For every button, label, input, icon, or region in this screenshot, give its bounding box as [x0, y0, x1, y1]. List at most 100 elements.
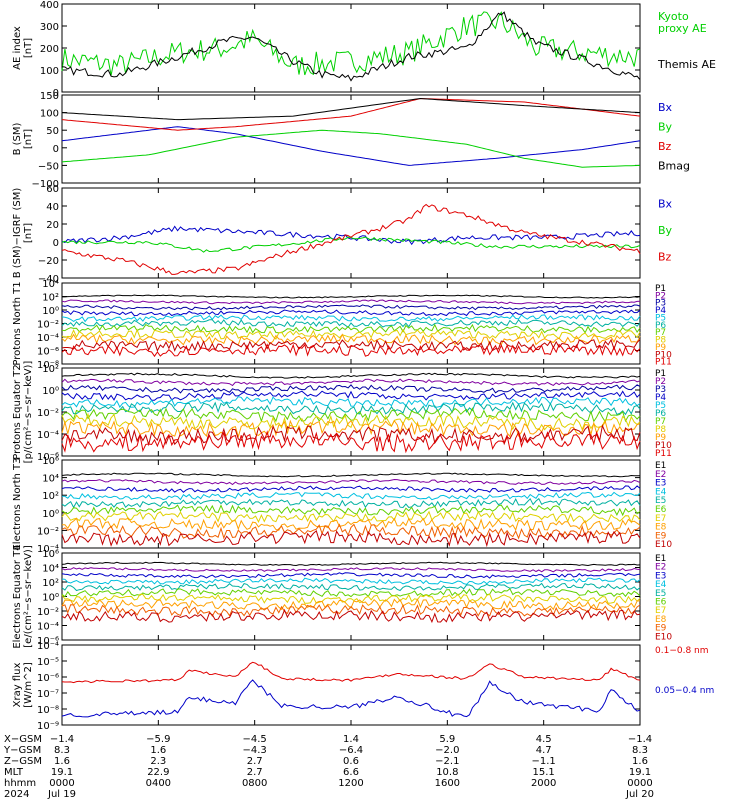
ephemeris-value: 4.7 [536, 745, 552, 756]
y-tick-label: 10⁻⁴ [37, 430, 59, 441]
legend-entry: P8 [655, 425, 666, 435]
ephemeris-value: 6.6 [343, 767, 359, 778]
channel-e4 [62, 491, 641, 501]
ephemeris-value: 2000 [531, 778, 556, 789]
channel-p5 [61, 396, 641, 408]
channel-p1 [62, 294, 641, 299]
channel-e7 [61, 510, 641, 524]
ephemeris-value: −4.3 [243, 745, 267, 756]
ephemeris-value: 8.3 [632, 745, 648, 756]
y-tick-label: 10⁴ [42, 474, 59, 485]
ephemeris-value: 1.6 [150, 745, 166, 756]
ephemeris-value: 0800 [242, 778, 267, 789]
panel-2: −100 −50 0 50 100 150 B (SM) [nT] Bx By Bz Bmag [12, 91, 690, 190]
y-tick-label: 10⁻⁸ [37, 705, 59, 716]
ephemeris-value: 1.6 [632, 756, 648, 767]
ephemeris-value: 5.9 [439, 734, 455, 745]
y-tick-label: 100 [40, 109, 59, 120]
y-tick-label: 50 [46, 126, 59, 137]
ephemeris-label: hhmm [4, 778, 36, 789]
legend-entry: E7 [655, 514, 666, 524]
channel-e1 [61, 472, 640, 478]
channel-e1 [61, 561, 641, 567]
legend-entry: E10 [655, 632, 672, 642]
series-bx [61, 225, 641, 246]
legend-entry: P4 [655, 306, 666, 316]
y-axis-unit: [e/(cm²−s−sr−keV)] [23, 545, 34, 648]
ephemeris-value: 1.6 [54, 756, 70, 767]
y-axis-label: Xray flux [12, 663, 23, 708]
series-0-1-0-8-nm [61, 661, 641, 684]
legend-entry: Bz [658, 140, 672, 153]
y-tick-label: 0 [53, 144, 59, 155]
ephemeris-value: 8.3 [54, 745, 70, 756]
y-tick-label: 10⁻⁷ [37, 689, 59, 700]
y-tick-label: 10⁰ [42, 593, 59, 604]
legend-entry: P9 [655, 343, 666, 353]
channel-e8 [61, 598, 641, 611]
y-axis-label: B (SM) [12, 122, 23, 155]
y-tick-label: 10⁻⁶ [37, 673, 59, 684]
legend-entry: E1 [655, 461, 666, 471]
channel-p6 [61, 401, 641, 416]
channel-p11 [61, 343, 641, 358]
channel-e2 [61, 567, 641, 573]
channel-e6 [61, 504, 641, 517]
legend-entry: Bx [658, 197, 673, 210]
legend-entry: E3 [655, 479, 666, 489]
channel-p5 [61, 314, 641, 323]
legend-entry: P10 [655, 441, 672, 451]
channel-e5 [61, 582, 641, 592]
legend-entry: P4 [655, 393, 666, 403]
y-tick-label: −100 [32, 179, 59, 190]
series-bz [61, 97, 641, 131]
y-tick-label: 10² [42, 293, 59, 304]
legend-entry: P5 [655, 401, 666, 411]
ephemeris-table: X−GSMY−GSMZ−GSMMLThhmm2024−1.48.31.619.1… [3, 734, 654, 800]
legend-entry: E5 [655, 589, 666, 599]
legend-entry: P10 [655, 350, 672, 360]
legend-entry: E10 [655, 540, 672, 550]
channel-p9 [61, 419, 641, 439]
y-axis-label: AE index [12, 26, 23, 70]
y-tick-label: 10⁻² [37, 320, 59, 331]
legend-entry: Themis AE [657, 58, 716, 71]
ephemeris-value: −1.4 [50, 734, 74, 745]
channel-p7 [61, 323, 641, 334]
y-tick-label: 10⁻⁵ [37, 657, 59, 668]
ephemeris-value: 22.9 [147, 767, 169, 778]
channel-p3 [61, 384, 641, 394]
series-kyoto-proxy-ae [61, 11, 641, 76]
channel-e9 [61, 603, 641, 617]
legend-entry: E8 [655, 523, 667, 533]
ephemeris-value: 4.5 [536, 734, 552, 745]
legend-entry: P8 [655, 336, 666, 346]
channel-p3 [61, 304, 641, 311]
y-tick-label: 10⁶ [42, 456, 59, 467]
legend-entry: P3 [655, 385, 666, 395]
panel-6: 10⁻⁴ 10⁻² 10⁰ 10² 10⁴ 10⁶ Electrons North T3 E1… [12, 456, 672, 555]
legend-entry: P3 [655, 299, 666, 309]
channel-p2 [61, 299, 641, 305]
ephemeris-value: −4.5 [243, 734, 267, 745]
y-tick-label: 100 [40, 66, 59, 77]
legend-entry: Kyoto [658, 10, 689, 23]
y-axis-unit: [nT] [23, 129, 34, 149]
y-tick-label: 300 [40, 22, 59, 33]
y-tick-label: −20 [38, 256, 59, 267]
legend-entry: P5 [655, 313, 666, 323]
legend-entry: P1 [655, 369, 666, 379]
panel-4: 10⁻⁸ 10⁻⁶ 10⁻⁴ 10⁻² 10⁰ 10² 10⁴ Protons North T… [12, 279, 672, 371]
ephemeris-label: Z−GSM [4, 756, 42, 767]
panel-7: 10⁻⁶ 10⁻⁴ 10⁻² 10⁰ 10² 10⁴ 10⁶ Electrons Equato… [12, 544, 672, 648]
ephemeris-value: −5.9 [146, 734, 170, 745]
legend-entry: E6 [655, 505, 667, 515]
channel-e2 [61, 478, 641, 486]
y-tick-label: 10² [42, 578, 59, 589]
ephemeris-value: −1.1 [532, 756, 556, 767]
y-tick-label: 20 [46, 220, 59, 231]
legend-entry: Bx [658, 101, 673, 114]
channel-e10 [61, 608, 641, 624]
ephemeris-value: 2.7 [247, 756, 263, 767]
